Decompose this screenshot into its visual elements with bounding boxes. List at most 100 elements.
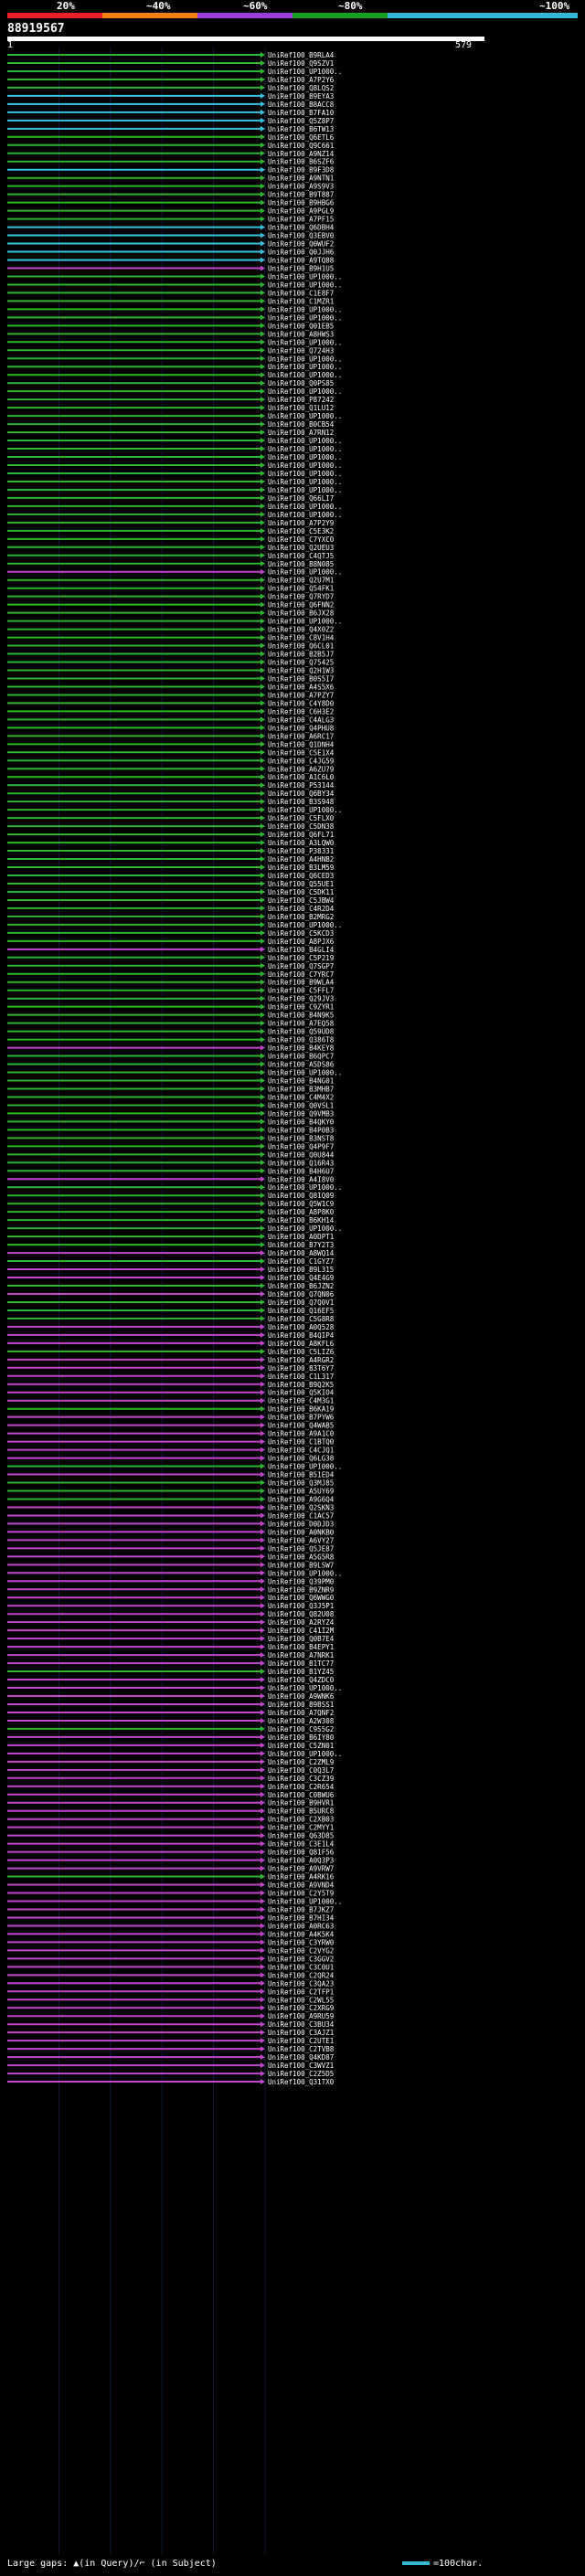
hit-label[interactable]: UniRef100_B9ZNR9 [268,1585,334,1594]
hit-label[interactable]: UniRef100_UP1000.. [268,921,342,929]
hit-label[interactable]: UniRef100_B4QKY0 [268,1118,335,1126]
hit-label[interactable]: UniRef100_B3T6Y7 [268,1364,334,1373]
hit-label[interactable]: UniRef100_Q4P9F7 [268,1142,334,1150]
hit-label[interactable]: UniRef100_Q724H3 [268,346,334,355]
hit-label[interactable]: UniRef100_C3CZ39 [268,1775,334,1783]
hit-label[interactable]: UniRef100_Q6DBH4 [268,224,335,232]
hit-label[interactable]: UniRef100_B7FA10 [268,109,335,117]
hit-label[interactable]: UniRef100_Q5W1C9 [268,1200,334,1208]
hit-label[interactable]: UniRef100_B3MHB7 [268,1085,334,1093]
hit-label[interactable]: UniRef100_Q9C661 [268,142,334,150]
hit-label[interactable]: UniRef100_Q55UE1 [268,880,334,888]
hit-label[interactable]: UniRef100_B6JX28 [268,610,335,618]
hit-label[interactable]: UniRef100_C4CJQ1 [268,1447,334,1455]
hit-label[interactable]: UniRef100_C2Z5D5 [268,2070,334,2078]
hit-label[interactable]: UniRef100_C0BWU6 [268,1791,335,1799]
hit-label[interactable]: UniRef100_C5P219 [268,954,334,962]
hit-label[interactable]: UniRef100_B9LSW7 [268,1561,334,1569]
hit-label[interactable]: UniRef100_Q5KIO4 [268,1389,335,1397]
hit-label[interactable]: UniRef100_C5JBW4 [268,896,335,905]
hit-label[interactable]: UniRef100_A4K5K4 [268,1930,335,1938]
hit-label[interactable]: UniRef100_C3YRW0 [268,1938,335,1946]
hit-label[interactable]: UniRef100_C5G8R8 [268,1315,335,1323]
hit-label[interactable]: UniRef100_Q6ETL6 [268,133,335,142]
hit-label[interactable]: UniRef100_C3BU34 [268,2020,335,2029]
hit-label[interactable]: UniRef100_Q6CED3 [268,872,334,880]
hit-label[interactable]: UniRef100_C1GYZ7 [268,1257,334,1266]
hit-label[interactable]: UniRef100_B6JZN2 [268,1282,334,1290]
hit-label[interactable]: UniRef100_Q39PM0 [268,1577,335,1585]
hit-label[interactable]: UniRef100_A2RYZ4 [268,1618,335,1627]
hit-label[interactable]: UniRef100_C41I2M [268,1627,335,1635]
hit-label[interactable]: UniRef100_A1C6L0 [268,773,335,781]
hit-label[interactable]: UniRef100_B4GLI4 [268,946,335,954]
hit-label[interactable]: UniRef100_B1YZ45 [268,1668,334,1676]
hit-label[interactable]: UniRef100_C5DK11 [268,888,334,896]
hit-label[interactable]: UniRef100_A6VY27 [268,1536,334,1544]
hit-label[interactable]: UniRef100_A3LQW0 [268,839,335,847]
hit-label[interactable]: UniRef100_UP1000.. [268,1750,342,1758]
hit-label[interactable]: UniRef100_UP1000.. [268,1224,342,1233]
hit-label[interactable]: UniRef100_A9RU59 [268,2012,334,2020]
hit-label[interactable]: UniRef100_A7NRK1 [268,1651,334,1659]
hit-label[interactable]: UniRef100_UP1000.. [268,453,342,461]
hit-label[interactable]: UniRef100_A7QNF2 [268,1709,334,1717]
hit-label[interactable]: UniRef100_C4R2D4 [268,905,335,913]
hit-label[interactable]: UniRef100_C4M4X2 [268,1093,334,1101]
hit-label[interactable]: UniRef100_A9VRW7 [268,1865,334,1873]
hit-label[interactable]: UniRef100_C9ZYR1 [268,1003,334,1012]
hit-label[interactable]: UniRef100_A5G5R8 [268,1553,335,1561]
hit-label[interactable]: UniRef100_UP1000.. [268,445,342,453]
hit-label[interactable]: UniRef100_UP1000.. [268,470,342,478]
hit-label[interactable]: UniRef100_Q29JV3 [268,995,334,1003]
hit-label[interactable]: UniRef100_UP1000.. [268,355,342,363]
hit-label[interactable]: UniRef100_Q6BY34 [268,790,335,798]
hit-label[interactable]: UniRef100_Q2SKN3 [268,1503,334,1511]
hit-label[interactable]: UniRef100_A9TQ88 [268,257,335,265]
hit-label[interactable]: UniRef100_UP1000.. [268,272,342,281]
hit-label[interactable]: UniRef100_B9RLA4 [268,51,335,59]
hit-label[interactable]: UniRef100_C2Y5T9 [268,1890,334,1898]
hit-label[interactable]: UniRef100_B3S948 [268,798,335,806]
hit-label[interactable]: UniRef100_A6ZU79 [268,765,334,773]
hit-label[interactable]: UniRef100_Q7RYD7 [268,593,334,601]
hit-label[interactable]: UniRef100_C5DN38 [268,822,335,831]
hit-label[interactable]: UniRef100_B9HVR1 [268,1799,334,1807]
hit-label[interactable]: UniRef100_B7Y2T3 [268,1241,334,1249]
hit-label[interactable]: UniRef100_Q5JE87 [268,1544,334,1553]
hit-label[interactable]: UniRef100_Q5Z8P7 [268,117,334,125]
hit-label[interactable]: UniRef100_A8WQ14 [268,1249,335,1257]
hit-label[interactable]: UniRef100_B6KH14 [268,1216,335,1224]
hit-label[interactable]: UniRef100_B9Q2K5 [268,1381,334,1389]
hit-label[interactable]: UniRef100_Q386T8 [268,1036,335,1044]
hit-label[interactable]: UniRef100_A7P2Y6 [268,76,335,84]
hit-label[interactable]: UniRef100_Q4KD87 [268,2053,334,2062]
hit-label[interactable]: UniRef100_C7YXC0 [268,535,335,544]
hit-label[interactable]: UniRef100_C1L317 [268,1373,334,1381]
hit-label[interactable]: UniRef100_B6KA19 [268,1405,334,1414]
hit-label[interactable]: UniRef100_B6QPC7 [268,1053,334,1061]
hit-label[interactable]: UniRef100_B4N9K5 [268,1012,334,1020]
hit-label[interactable]: UniRef100_C2UTE1 [268,2037,334,2045]
hit-label[interactable]: UniRef100_C2VYG2 [268,1946,334,1955]
hit-label[interactable]: UniRef100_B51ED4 [268,1471,335,1479]
hit-label[interactable]: UniRef100_UP1000.. [268,1569,342,1577]
hit-label[interactable]: UniRef100_Q31TX0 [268,2078,335,2086]
hit-label[interactable]: UniRef100_UP1000.. [268,503,342,511]
hit-label[interactable]: UniRef100_UP1000.. [268,387,342,396]
hit-label[interactable]: UniRef100_A4HNB2 [268,855,334,864]
hit-label[interactable]: UniRef100_Q7Q0V1 [268,1299,334,1307]
hit-label[interactable]: UniRef100_A9S9V3 [268,183,334,191]
hit-label[interactable]: UniRef100_C5KCD3 [268,929,334,938]
hit-label[interactable]: UniRef100_Q3J5P1 [268,1602,334,1610]
hit-label[interactable]: UniRef100_B0S5I7 [268,674,334,683]
hit-label[interactable]: UniRef100_Q4ZDC0 [268,1676,335,1684]
hit-label[interactable]: UniRef100_C3WVZ1 [268,2062,334,2070]
hit-label[interactable]: UniRef100_Q4PHU8 [268,724,335,732]
hit-label[interactable]: UniRef100_B3NST8 [268,1134,335,1142]
hit-label[interactable]: UniRef100_A0RC63 [268,1922,334,1930]
hit-label[interactable]: UniRef100_B9T887 [268,191,334,199]
hit-label[interactable]: UniRef100_Q4WAB5 [268,1422,334,1430]
hit-label[interactable]: UniRef100_C3QA23 [268,1979,334,1988]
hit-label[interactable]: UniRef100_Q0WUF2 [268,240,334,249]
